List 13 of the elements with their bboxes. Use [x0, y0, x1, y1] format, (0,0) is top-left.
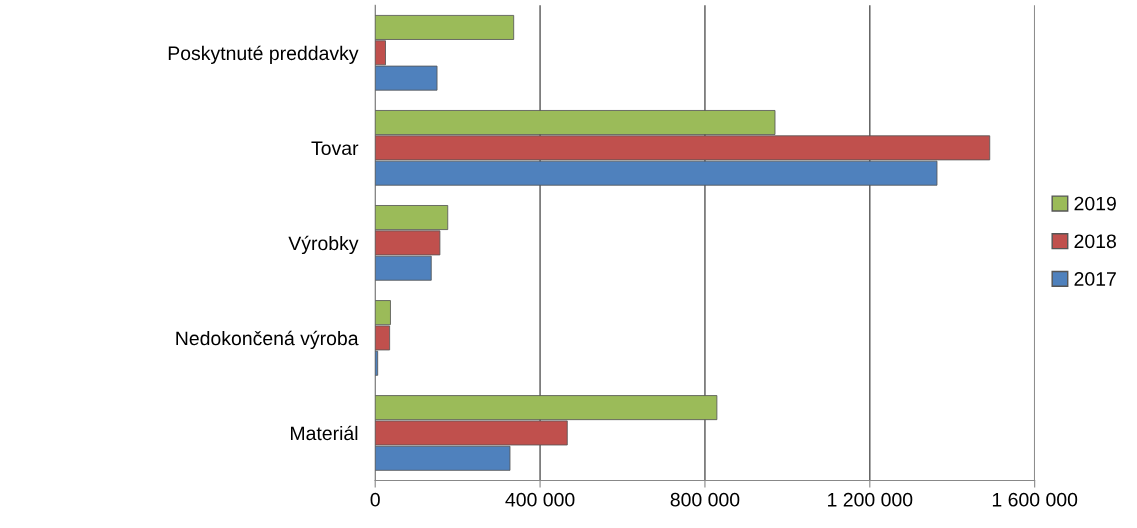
x-tick-label: 0	[370, 492, 380, 507]
x-tick-label: 1 600 000	[992, 492, 1078, 507]
legend-label: 2019	[1074, 196, 1116, 211]
x-tick-label: 800 000	[670, 492, 740, 507]
legend-label: 2017	[1074, 272, 1116, 286]
y-tick-label: Materiál	[290, 425, 358, 441]
x-tick-label: 1 200 000	[828, 492, 913, 507]
legend-label: 2018	[1074, 234, 1116, 249]
y-tick-label: Výrobky	[288, 235, 359, 255]
x-tick-label: 400 000	[505, 492, 575, 507]
y-tick-label: Tovar	[311, 141, 359, 156]
y-tick-label: Poskytnuté preddavky	[168, 45, 359, 64]
y-tick-label: Nedokončená výroba	[176, 330, 359, 350]
